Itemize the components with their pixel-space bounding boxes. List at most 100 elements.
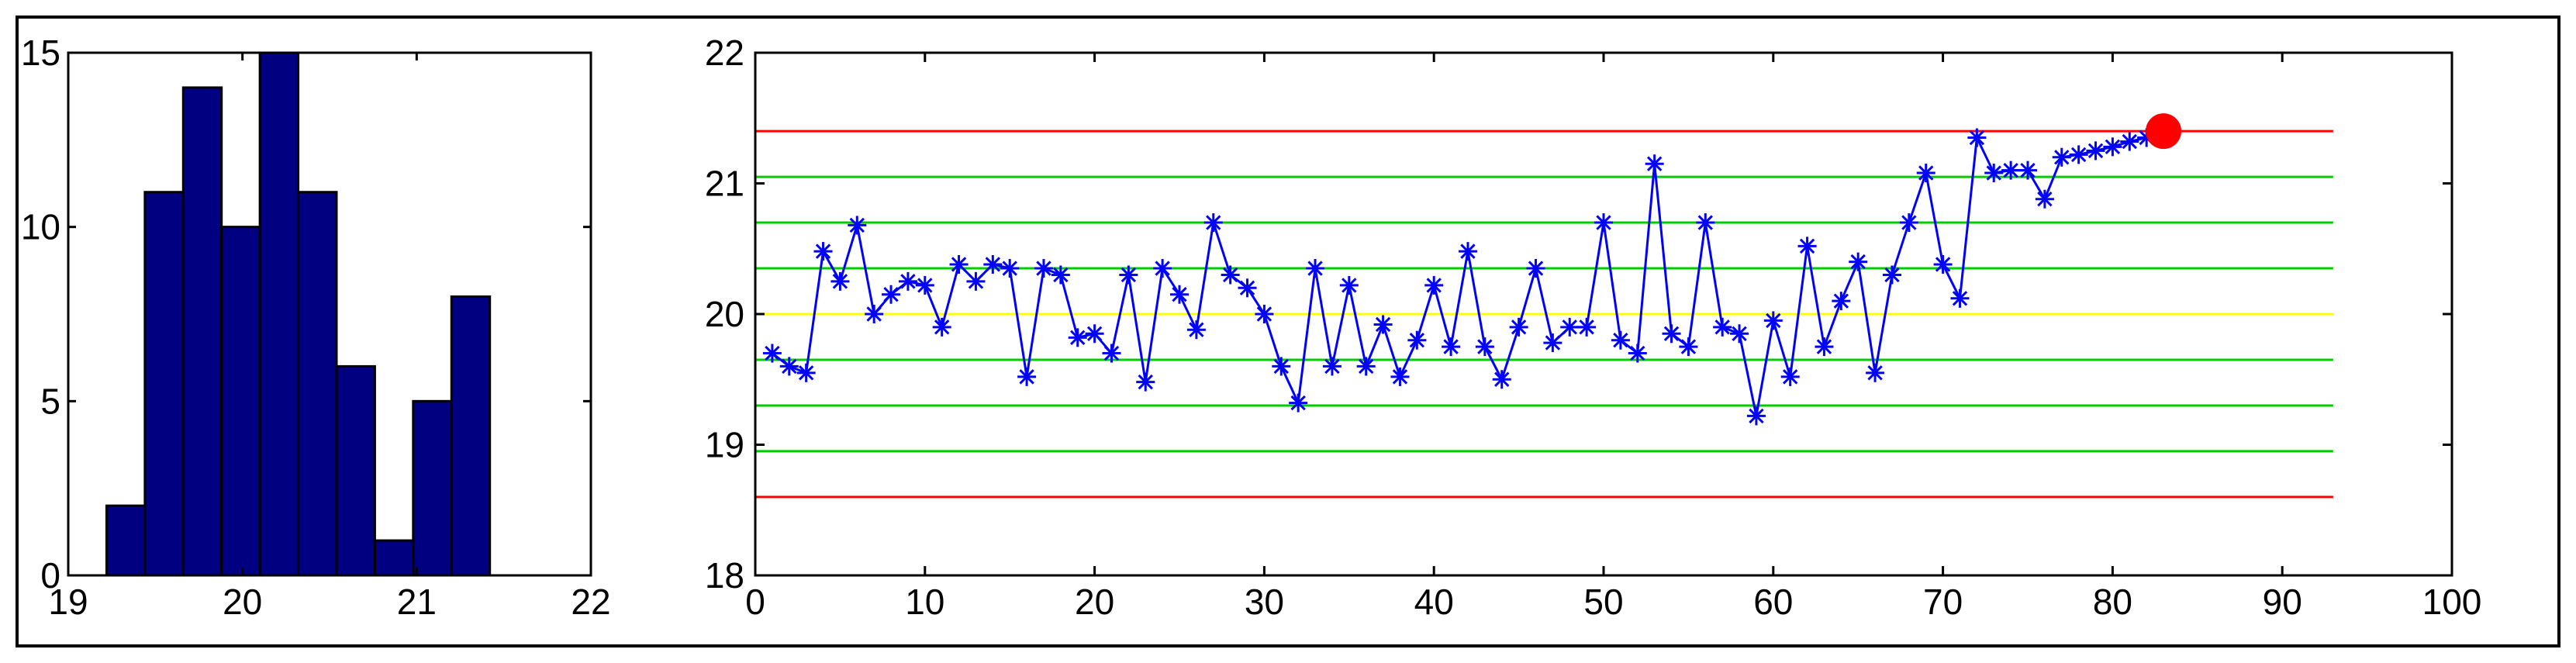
y-tick-label: 20 (705, 294, 744, 334)
data-point (1746, 406, 1766, 426)
data-point (796, 363, 816, 382)
histogram-chart: 19 20 21 22 0 5 10 15 (21, 33, 611, 622)
current-point-marker (2146, 113, 2182, 150)
data-point (1458, 242, 1477, 261)
x-tick-label: 20 (223, 582, 262, 622)
data-point (830, 271, 850, 291)
y-tick-label: 0 (40, 555, 60, 596)
data-point (1849, 252, 1868, 271)
data-point (898, 271, 917, 291)
histogram-bar (412, 399, 453, 577)
data-point (1119, 265, 1138, 285)
data-point (813, 242, 833, 261)
data-point (1390, 367, 1410, 386)
data-point (966, 271, 986, 291)
histogram-bar (335, 364, 376, 577)
y-tick-label: 19 (705, 425, 744, 465)
data-point (865, 305, 884, 323)
x-tick-label: 50 (1583, 582, 1623, 622)
data-point (1967, 128, 1987, 147)
x-tick-label: 19 (48, 582, 88, 622)
data-point (1017, 367, 1037, 386)
x-tick-label: 21 (397, 582, 437, 622)
data-point (1424, 275, 1444, 295)
data-point (1068, 328, 1087, 347)
x-tick-label: 22 (571, 582, 610, 622)
data-point (1645, 154, 1664, 174)
data-point (1628, 344, 1647, 363)
histogram-bar (105, 504, 147, 577)
data-point (1034, 259, 1053, 278)
data-point (2035, 189, 2054, 209)
data-point (932, 317, 951, 337)
data-point (1102, 344, 1121, 363)
histogram-bar (450, 295, 492, 577)
x-tick-label: 10 (905, 582, 944, 622)
data-point (1730, 324, 1749, 344)
data-point (2086, 141, 2105, 161)
data-point (1696, 213, 1715, 233)
data-point (1289, 393, 1308, 413)
data-point (1322, 357, 1342, 376)
data-point (1916, 164, 1935, 183)
data-point (949, 254, 969, 274)
x-tick-label: 20 (1075, 582, 1114, 622)
data-point (1356, 357, 1376, 376)
data-point (1984, 164, 2004, 183)
data-point (1662, 324, 1681, 344)
histogram-bar (143, 191, 185, 577)
data-point (1509, 317, 1528, 337)
data-point (1543, 333, 1563, 353)
data-point (1882, 265, 1901, 285)
data-point (1560, 317, 1580, 337)
histogram-bar (181, 86, 223, 577)
data-point (2103, 137, 2122, 157)
data-point (762, 344, 782, 363)
y-tick-label: 5 (40, 381, 60, 421)
data-point (1526, 259, 1545, 278)
data-point (1832, 292, 1851, 311)
data-point (1203, 213, 1223, 233)
control-x-ticks: 0 10 20 30 40 50 60 70 80 90 100 (745, 53, 2481, 622)
data-point (1136, 372, 1155, 392)
x-tick-label: 90 (2263, 582, 2302, 622)
histogram-x-ticks: 19 20 21 22 (48, 53, 611, 622)
data-point (1051, 265, 1070, 285)
x-tick-label: 40 (1414, 582, 1454, 622)
data-point (2052, 147, 2071, 167)
data-point (1373, 315, 1393, 334)
series-points (762, 122, 2174, 426)
data-point (1339, 275, 1359, 295)
data-point (1492, 370, 1511, 389)
y-tick-label: 10 (21, 207, 60, 247)
data-point (983, 254, 1003, 274)
data-point (1255, 305, 1274, 323)
data-point (1442, 337, 1461, 357)
data-point (1679, 337, 1698, 357)
x-tick-label: 0 (745, 582, 765, 622)
histogram-axes-box (67, 51, 592, 577)
data-point (1221, 265, 1240, 285)
data-point (1763, 311, 1783, 330)
x-tick-label: 80 (2093, 582, 2132, 622)
histogram-bar (258, 51, 300, 577)
data-point (882, 285, 901, 304)
y-tick-label: 15 (21, 33, 60, 73)
data-point (2120, 132, 2139, 151)
y-tick-label: 22 (705, 33, 744, 73)
y-tick-label: 18 (705, 555, 744, 596)
histogram-bar (373, 539, 415, 577)
x-tick-label: 100 (2422, 582, 2482, 622)
data-point (1611, 330, 1630, 350)
x-tick-label: 30 (1245, 582, 1284, 622)
data-point (779, 357, 799, 376)
data-point (915, 275, 934, 295)
data-point (1815, 337, 1834, 357)
data-point (2001, 161, 2021, 180)
data-point (1866, 363, 1885, 382)
histogram-bars (105, 51, 492, 577)
data-point (1577, 317, 1597, 337)
data-point (1153, 259, 1172, 278)
histogram-bar (297, 191, 338, 577)
